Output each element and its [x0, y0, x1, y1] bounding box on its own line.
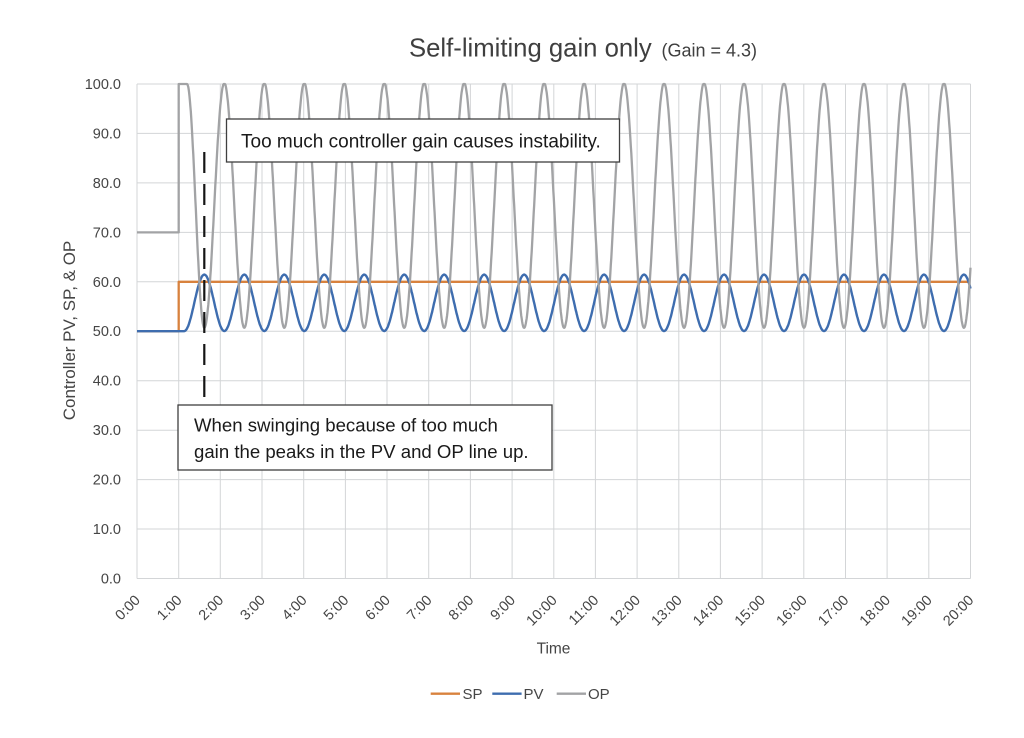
- svg-text:Too much controller gain cause: Too much controller gain causes instabil…: [241, 132, 601, 153]
- svg-text:30.0: 30.0: [93, 423, 121, 439]
- svg-text:40.0: 40.0: [93, 374, 121, 390]
- svg-text:10.0: 10.0: [93, 522, 121, 538]
- svg-text:OP: OP: [588, 686, 610, 703]
- svg-text:When swinging because of too m: When swinging because of too much: [194, 415, 498, 436]
- svg-text:Time: Time: [537, 641, 571, 658]
- svg-text:0.0: 0.0: [101, 572, 121, 588]
- svg-text:(Gain = 4.3): (Gain = 4.3): [662, 41, 758, 61]
- svg-text:Self-limiting gain only: Self-limiting gain only: [409, 35, 652, 63]
- svg-text:50.0: 50.0: [93, 324, 121, 340]
- svg-text:80.0: 80.0: [93, 176, 121, 192]
- svg-text:PV: PV: [524, 686, 544, 703]
- svg-text:60.0: 60.0: [93, 275, 121, 291]
- svg-text:SP: SP: [463, 686, 483, 703]
- svg-text:70.0: 70.0: [93, 225, 121, 241]
- svg-text:90.0: 90.0: [93, 126, 121, 142]
- svg-text:Controller PV, SP, & OP: Controller PV, SP, & OP: [60, 241, 79, 421]
- svg-text:gain the peaks in the PV and O: gain the peaks in the PV and OP line up.: [194, 441, 529, 462]
- svg-text:20.0: 20.0: [93, 473, 121, 489]
- svg-text:100.0: 100.0: [85, 77, 121, 93]
